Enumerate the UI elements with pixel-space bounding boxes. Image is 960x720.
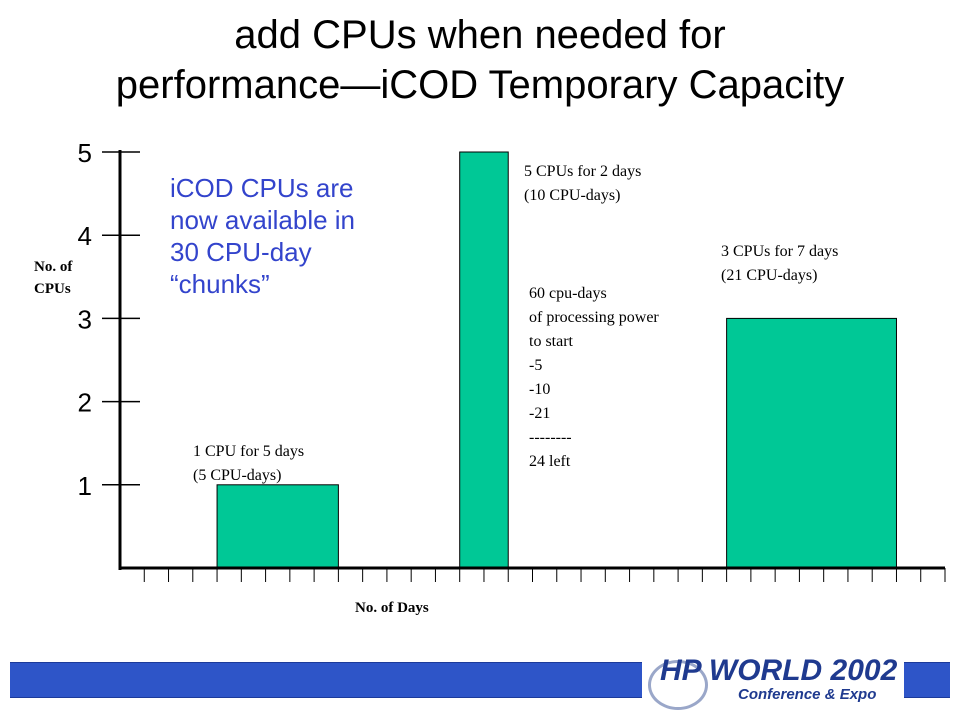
y-tick-label-1: 1 <box>78 471 92 501</box>
callout-line-4: “chunks” <box>170 269 270 299</box>
y-tick-label-4: 4 <box>78 221 92 251</box>
cpu-days-ledger: 60 cpu-days of processing power to start… <box>529 282 659 474</box>
y-axis-label-line-2: CPUs <box>34 281 71 297</box>
bar-3 <box>726 317 897 569</box>
bar3-annotation-line-1: 3 CPUs for 7 days <box>721 243 839 260</box>
y-tick-label-2: 2 <box>78 388 92 418</box>
bar3-annotation: 3 CPUs for 7 days (21 CPU-days) <box>721 240 838 288</box>
callout-line-1: iCOD CPUs are <box>170 173 354 203</box>
slide-title: add CPUs when needed for performance—iCO… <box>0 10 960 110</box>
y-tick-label-3: 3 <box>78 304 92 334</box>
bar2-annotation-line-2: (10 CPU-days) <box>524 187 621 204</box>
callout-line-3: 30 CPU-day <box>170 237 312 267</box>
hp-world-logo: HP WORLD 2002 Conference & Expo <box>642 652 904 710</box>
ledger-line-7: -------- <box>529 429 572 446</box>
bar2-annotation: 5 CPUs for 2 days (10 CPU-days) <box>524 160 641 208</box>
ledger-line-1: 60 cpu-days <box>529 285 607 302</box>
ledger-line-2: of processing power <box>529 309 659 326</box>
title-line-2: performance—iCOD Temporary Capacity <box>115 63 845 107</box>
callout-line-2: now available in <box>170 205 356 235</box>
ledger-line-4: -5 <box>529 357 543 374</box>
y-axis-label: No. of CPUs <box>34 256 72 300</box>
bar1-annotation-line-2: (5 CPU-days) <box>193 467 282 484</box>
bar2-annotation-line-1: 5 CPUs for 2 days <box>524 163 642 180</box>
ledger-line-5: -10 <box>529 381 551 398</box>
ledger-line-6: -21 <box>529 405 551 422</box>
icod-callout: iCOD CPUs are now available in 30 CPU-da… <box>170 172 355 300</box>
logo-subtitle: Conference & Expo <box>738 686 877 703</box>
x-axis-label: No. of Days <box>355 600 429 616</box>
bar-2 <box>459 151 509 569</box>
bar1-annotation: 1 CPU for 5 days (5 CPU-days) <box>193 440 304 488</box>
y-tick-label-5: 5 <box>78 138 92 168</box>
y-axis-label-line-1: No. of <box>34 259 73 275</box>
logo-brand-text: HP WORLD 2002 <box>660 654 898 687</box>
bar-1 <box>216 484 339 569</box>
ledger-line-8: 24 left <box>529 453 571 470</box>
ledger-line-3: to start <box>529 333 573 350</box>
bar3-annotation-line-2: (21 CPU-days) <box>721 267 818 284</box>
logo-swoosh-icon <box>648 660 708 710</box>
title-line-1: add CPUs when needed for <box>234 13 726 57</box>
bar1-annotation-line-1: 1 CPU for 5 days <box>193 443 305 460</box>
